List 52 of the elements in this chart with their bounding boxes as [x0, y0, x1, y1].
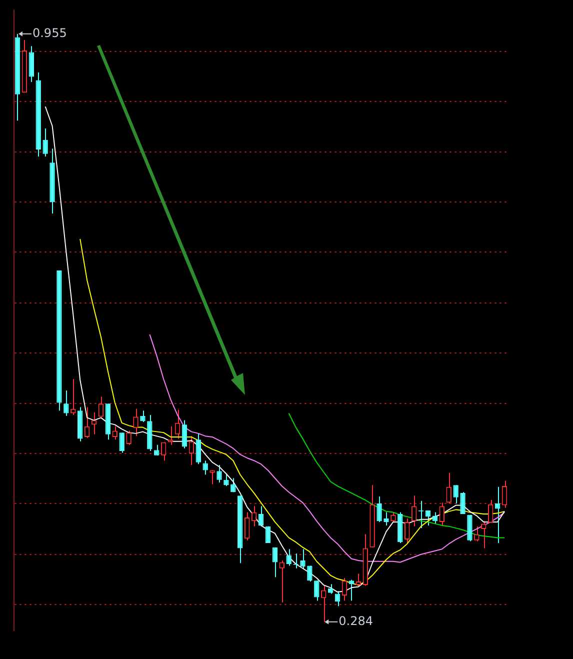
candlestick	[314, 580, 320, 602]
candlestick	[460, 492, 466, 515]
candlestick	[425, 510, 431, 526]
candlestick	[98, 396, 104, 418]
candlestick	[64, 390, 69, 416]
candlestick	[133, 408, 138, 437]
candlestick	[188, 436, 194, 466]
candlestick	[84, 406, 90, 438]
candlestick	[390, 512, 396, 522]
candlestick	[328, 584, 334, 594]
candlestick	[182, 420, 188, 449]
candlestick	[342, 578, 348, 602]
candlestick	[244, 512, 250, 541]
candlestick	[356, 573, 362, 586]
candlestick	[307, 565, 312, 582]
candlestick	[42, 128, 48, 158]
candlestick	[474, 526, 480, 542]
candlestick	[481, 520, 486, 549]
candlestick	[265, 526, 271, 544]
candlestick	[384, 512, 389, 526]
candlestick	[28, 46, 34, 83]
candlestick	[494, 486, 500, 544]
candlestick	[502, 480, 508, 508]
candlestick	[251, 506, 257, 527]
candlestick	[446, 472, 452, 504]
candlestick	[126, 430, 132, 446]
candlestick	[272, 546, 278, 578]
candlestick	[488, 500, 494, 524]
candlestick	[258, 506, 264, 527]
candlestick	[210, 470, 215, 485]
candlestick	[174, 409, 180, 440]
candlestick	[140, 410, 146, 423]
candlestick	[404, 518, 410, 544]
candlestick	[224, 473, 229, 487]
candlestick	[196, 432, 201, 465]
candlestick	[411, 495, 417, 527]
candlestick	[439, 502, 445, 526]
candlestick	[453, 484, 458, 504]
candlestick	[230, 478, 236, 493]
candlestick	[202, 460, 208, 476]
candlestick	[300, 548, 306, 569]
candlestick	[216, 464, 222, 484]
candlestick	[286, 548, 292, 566]
candlestick	[279, 560, 284, 604]
candlestick	[119, 432, 124, 454]
annotation: 0.955	[32, 26, 67, 40]
candlestick	[376, 496, 382, 522]
candlestick	[348, 579, 354, 602]
annotation: 0.284	[338, 614, 373, 628]
candlestick	[160, 442, 166, 462]
candlestick	[70, 378, 76, 416]
candlestick	[467, 514, 472, 542]
